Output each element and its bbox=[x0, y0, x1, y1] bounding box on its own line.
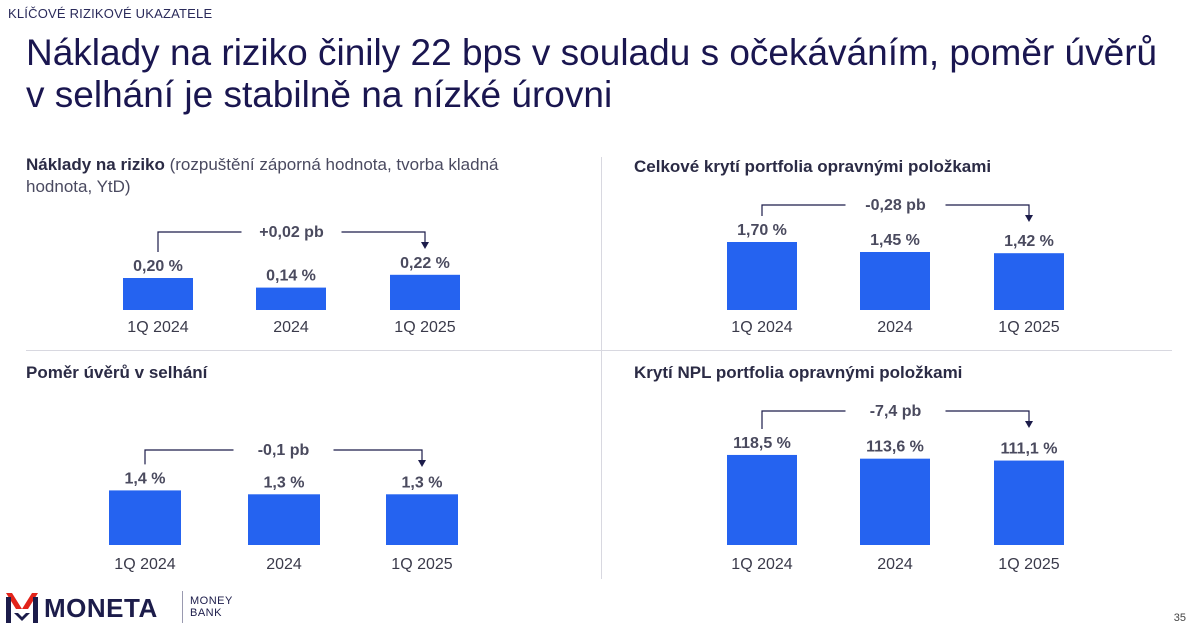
total_coverage-value-label-2: 1,42 % bbox=[1004, 233, 1054, 250]
cost_of_risk-category-label-2: 1Q 2025 bbox=[394, 319, 455, 336]
cost-of-risk-title-bold: Náklady na riziko bbox=[26, 155, 165, 174]
total_coverage-change-label: -0,28 pb bbox=[865, 197, 926, 214]
logo-separator bbox=[182, 591, 183, 623]
npl_ratio-category-label-1: 2024 bbox=[266, 556, 302, 573]
moneta-logo: MONETA MONEY BANK bbox=[6, 589, 246, 629]
npl_ratio-value-label-2: 1,3 % bbox=[402, 474, 443, 491]
cost_of_risk-category-label-0: 1Q 2024 bbox=[127, 319, 188, 336]
npl_coverage-bracket-right bbox=[945, 410, 1030, 425]
vertical-divider bbox=[601, 157, 602, 579]
total-coverage-title: Celkové krytí portfolia opravnými položk… bbox=[634, 157, 992, 176]
npl_ratio-value-label-0: 1,4 % bbox=[125, 470, 166, 487]
npl_ratio-arrow-head-icon bbox=[418, 460, 426, 467]
total_coverage-bar-2 bbox=[994, 253, 1064, 310]
panel-title-npl-ratio: Poměr úvěrů v selhání bbox=[26, 362, 546, 384]
npl_coverage-arrow-head-icon bbox=[1025, 421, 1033, 428]
panel-title-npl-coverage: Krytí NPL portfolia opravnými položkami bbox=[634, 362, 1154, 384]
npl-ratio-title: Poměr úvěrů v selhání bbox=[26, 363, 208, 382]
section-overline: KLÍČOVÉ RIZIKOVÉ UKAZATELE bbox=[8, 6, 213, 21]
total_coverage-value-label-1: 1,45 % bbox=[870, 232, 920, 249]
cost_of_risk-bracket-right bbox=[341, 231, 426, 246]
total_coverage-category-label-2: 1Q 2025 bbox=[998, 319, 1059, 336]
npl_ratio-bracket-right bbox=[333, 449, 423, 464]
npl_ratio-bar-1 bbox=[248, 494, 320, 545]
logo-wordmark: MONETA bbox=[44, 593, 158, 623]
cost_of_risk-change-label: +0,02 pb bbox=[259, 224, 324, 241]
cost_of_risk-bar-2 bbox=[390, 274, 460, 310]
npl_coverage-value-label-0: 118,5 % bbox=[733, 435, 791, 452]
npl_coverage-change-label: -7,4 pb bbox=[870, 403, 922, 420]
npl_ratio-bracket-left bbox=[144, 449, 234, 465]
panel-title-cost-of-risk: Náklady na riziko (rozpuštění záporná ho… bbox=[26, 154, 546, 198]
cost_of_risk-bar-1 bbox=[256, 287, 326, 310]
npl_ratio-value-label-1: 1,3 % bbox=[264, 474, 305, 491]
cost_of_risk-bracket-left bbox=[157, 231, 242, 252]
total_coverage-value-label-0: 1,70 % bbox=[737, 222, 787, 239]
page-title: Náklady na riziko činily 22 bps v soulad… bbox=[26, 32, 1158, 115]
total_coverage-bracket-right bbox=[945, 204, 1030, 219]
panel-title-total-coverage: Celkové krytí portfolia opravnými položk… bbox=[634, 156, 1154, 178]
cost_of_risk-bar-0 bbox=[123, 278, 193, 310]
npl_coverage-value-label-2: 111,1 % bbox=[1001, 441, 1058, 458]
npl_coverage-category-label-0: 1Q 2024 bbox=[731, 556, 792, 573]
npl_coverage-bar-0 bbox=[727, 454, 797, 545]
cost_of_risk-arrow-head-icon bbox=[421, 242, 429, 249]
npl_ratio-bar-2 bbox=[386, 494, 458, 545]
cost-of-risk-title-note: (rozpuštění záporná hodnota, tvorba klad… bbox=[26, 155, 499, 196]
npl_coverage-bar-2 bbox=[994, 460, 1064, 545]
npl_ratio-category-label-2: 1Q 2025 bbox=[391, 556, 452, 573]
page-number: 35 bbox=[1173, 612, 1186, 624]
total_coverage-category-label-1: 2024 bbox=[877, 319, 913, 336]
npl_coverage-bracket-left bbox=[761, 410, 846, 429]
total_coverage-category-label-0: 1Q 2024 bbox=[731, 319, 792, 336]
total_coverage-bar-0 bbox=[727, 242, 797, 310]
horizontal-divider bbox=[26, 350, 1172, 351]
cost_of_risk-category-label-1: 2024 bbox=[273, 319, 309, 336]
npl_coverage-category-label-1: 2024 bbox=[877, 556, 913, 573]
total_coverage-arrow-head-icon bbox=[1025, 215, 1033, 222]
logo-subtitle: MONEY BANK bbox=[190, 595, 233, 619]
npl_ratio-bar-0 bbox=[109, 490, 181, 545]
moneta-mark-icon bbox=[6, 593, 38, 623]
npl_coverage-bar-1 bbox=[860, 458, 930, 545]
total_coverage-bracket-left bbox=[761, 204, 846, 216]
npl_ratio-category-label-0: 1Q 2024 bbox=[114, 556, 175, 573]
cost_of_risk-value-label-1: 0,14 % bbox=[266, 268, 316, 285]
npl_coverage-category-label-2: 1Q 2025 bbox=[998, 556, 1059, 573]
npl_ratio-change-label: -0,1 pb bbox=[258, 442, 310, 459]
cost_of_risk-value-label-2: 0,22 % bbox=[400, 255, 450, 272]
npl-coverage-title: Krytí NPL portfolia opravnými položkami bbox=[634, 363, 963, 382]
npl_coverage-value-label-1: 113,6 % bbox=[866, 439, 924, 456]
total_coverage-bar-1 bbox=[860, 252, 930, 310]
cost_of_risk-value-label-0: 0,20 % bbox=[133, 258, 183, 275]
